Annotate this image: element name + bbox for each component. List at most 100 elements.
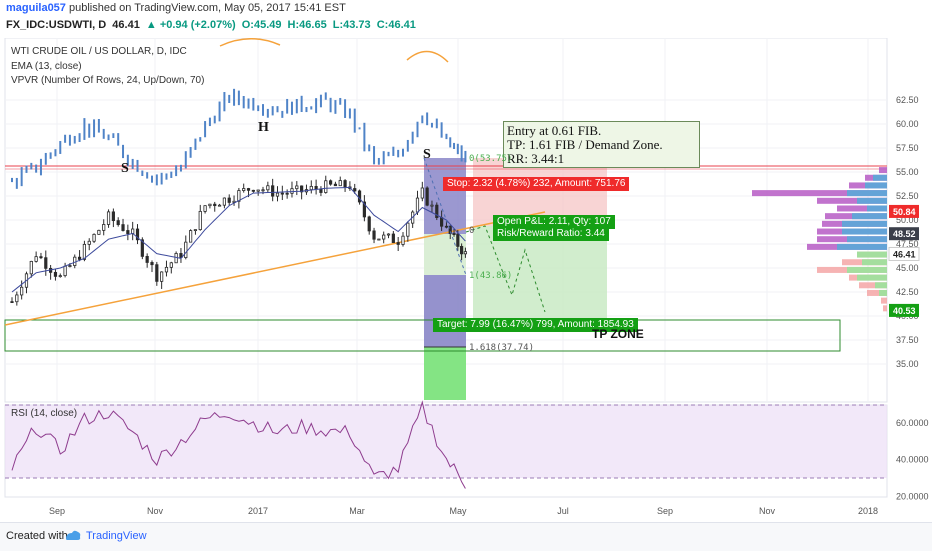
trade-note: Entry at 0.61 FIB. TP: 1.61 FIB / Demand… (503, 121, 700, 168)
candle (290, 181, 294, 198)
candle (430, 200, 434, 213)
candle (280, 185, 284, 201)
candle (10, 297, 14, 304)
candle (285, 189, 289, 199)
candle (425, 186, 429, 207)
author-link[interactable]: maguila057 (6, 2, 66, 14)
footer: Created with TradingView (0, 522, 932, 551)
target-tag[interactable]: Target: 7.99 (16.47%) 799, Amount: 1854.… (433, 318, 638, 332)
candle (386, 233, 391, 239)
vpvr-row (879, 167, 887, 174)
candle (222, 197, 226, 209)
fib-diagonal (423, 157, 467, 276)
overlay-series (11, 88, 467, 189)
rsi-axis[interactable]: 60.0000 40.0000 20.0000 (896, 418, 929, 501)
candle (295, 181, 299, 196)
fib-extension-band (424, 347, 466, 400)
candle (160, 271, 164, 289)
price-change: ▲ +0.94 (+2.07%) (145, 19, 236, 31)
candle (391, 231, 395, 243)
price-chart[interactable]: 62.50 60.00 57.50 55.00 52.50 50.00 47.50 45.00… (0, 38, 932, 522)
candle (435, 202, 439, 221)
price-badge: 40.53 (889, 303, 919, 317)
ohlc-close: C:46.41 (376, 19, 416, 31)
vpvr-row (817, 228, 887, 235)
price-tick: 35.00 (896, 359, 919, 369)
candle (15, 291, 19, 306)
candle (382, 231, 386, 244)
vpvr-row (881, 297, 887, 304)
price-axis[interactable]: 62.50 60.00 57.50 55.00 52.50 50.00 47.50 45.00… (888, 95, 920, 369)
candle (217, 203, 222, 207)
candle (111, 208, 115, 228)
candle (338, 176, 342, 187)
vpvr-row (849, 274, 887, 281)
rr-tag[interactable]: Risk/Reward Ratio: 3.44 (493, 227, 609, 241)
vpvr-row (817, 197, 887, 204)
candle (266, 181, 270, 194)
candle (362, 195, 366, 222)
price-badge-text: 46.41 (893, 249, 916, 259)
candle (189, 229, 193, 243)
stop-tag[interactable]: Stop: 2.32 (4.78%) 232, Amount: 751.76 (443, 177, 630, 191)
candle (135, 224, 140, 245)
time-tick: Nov (147, 506, 164, 516)
vpvr-row (842, 259, 887, 266)
price-badge: 50.84 (889, 204, 919, 218)
vpvr-row (807, 243, 887, 250)
candle (377, 238, 381, 241)
candle (92, 233, 96, 243)
candle (452, 228, 456, 237)
candle (179, 248, 183, 263)
target-zone (473, 226, 607, 324)
trend-line (4, 211, 546, 326)
candle (106, 209, 111, 228)
rsi-label: RSI (14, close) (11, 408, 78, 419)
price-badge-text: 48.52 (893, 229, 916, 239)
candle (460, 243, 464, 261)
candle (406, 221, 410, 242)
candle (227, 194, 231, 206)
time-tick: Sep (657, 506, 673, 516)
candle (126, 224, 130, 241)
created-with-text: Created with (6, 530, 68, 542)
symbol-label: FX_IDC:USDWTI, D (6, 19, 107, 31)
price-badge-text: 40.53 (893, 306, 916, 316)
left-shoulder-label: S (121, 161, 129, 176)
tradingview-brand[interactable]: TradingView (86, 530, 147, 542)
time-tick: 2018 (858, 506, 878, 516)
tradingview-logo-icon[interactable] (64, 527, 82, 545)
candle (184, 235, 188, 260)
time-tick: May (449, 506, 467, 516)
price-tick: 57.50 (896, 143, 919, 153)
note-tp: TP: 1.61 FIB / Demand Zone. (507, 137, 663, 152)
fib-band-upper (424, 158, 466, 234)
vpvr-row (825, 213, 887, 220)
price-tick: 37.50 (896, 335, 919, 345)
candle (44, 250, 48, 276)
pnl-tag[interactable]: Open P&L: 2.11, Qty: 107 (493, 215, 615, 229)
candle (58, 273, 62, 278)
candle (463, 247, 468, 258)
candle (102, 219, 106, 236)
time-axis[interactable]: Sep Nov 2017 Mar May Jul Sep Nov 2018 (49, 506, 878, 516)
ohlc-low: L:43.73 (332, 19, 371, 31)
time-tick: Jul (557, 506, 569, 516)
ema-line (11, 186, 466, 293)
ohlc-open: O:45.49 (241, 19, 282, 31)
vpvr-row (817, 266, 887, 273)
vpvr-row (817, 236, 887, 243)
candle (77, 250, 82, 262)
note-entry: Entry at 0.61 FIB. (507, 123, 602, 138)
price-tick: 55.00 (896, 167, 919, 177)
candle (328, 179, 333, 186)
candle (420, 181, 424, 202)
candle (87, 238, 91, 251)
vpvr-row (857, 251, 887, 258)
candle (213, 201, 217, 212)
candle (367, 215, 371, 235)
right-shoulder-label: S (423, 147, 431, 162)
price-tick: 42.50 (896, 287, 919, 297)
candle (34, 251, 38, 263)
forecast-path (465, 225, 546, 313)
